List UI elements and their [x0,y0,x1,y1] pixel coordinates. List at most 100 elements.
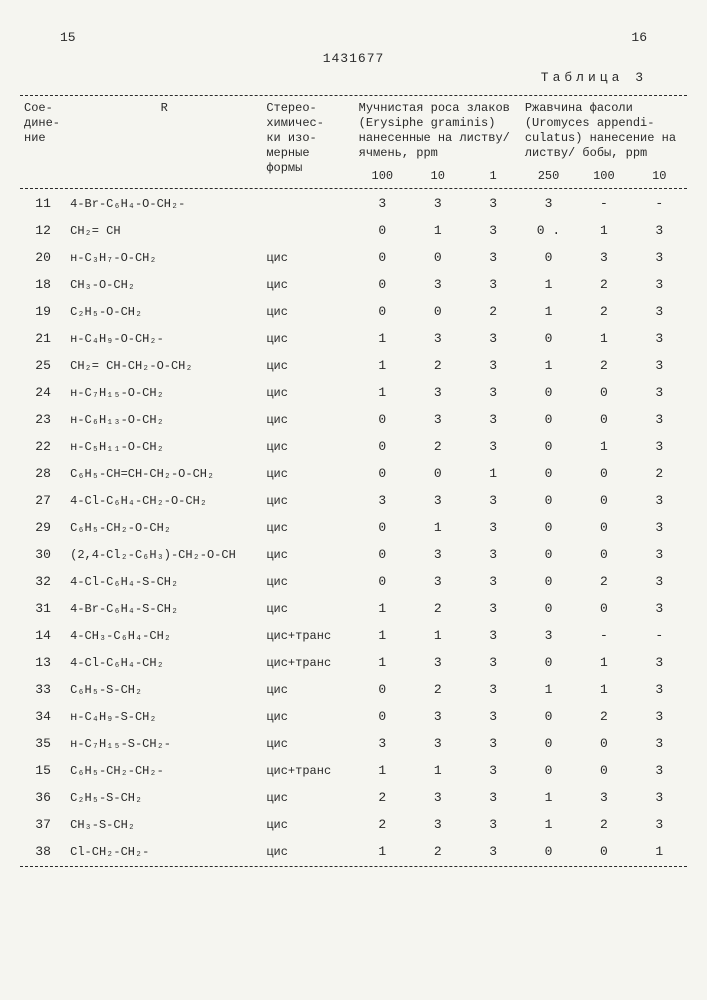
cell-form: цис [262,784,354,811]
cell-id: 19 [20,298,66,325]
data-table: Сое- дине- ние R Стерео- химичес- ки изо… [20,95,687,867]
cell-b2: 0 [576,514,631,541]
cell-r: C₆H₅-CH=CH-CH₂-O-CH₂ [66,460,262,487]
col-b3: 10 [632,165,687,188]
cell-b1: 0 [521,541,576,568]
table-row: 34н-C₄H₉-S-CH₂цис033023 [20,703,687,730]
cell-a3: 3 [465,622,520,649]
cell-a2: 3 [410,379,465,406]
col-b2: 100 [576,165,631,188]
table-row: 274-Cl-C₆H₄-CH₂-O-CH₂цис333003 [20,487,687,514]
cell-a2: 3 [410,271,465,298]
cell-a2: 0 [410,298,465,325]
table-row: 30(2,4-Cl₂-C₆H₃)-CH₂-O-CHцис033003 [20,541,687,568]
cell-r: 4-Br-C₆H₄-O-CH₂- [66,190,262,217]
col-a1: 100 [355,165,410,188]
cell-a3: 3 [465,379,520,406]
cell-b2: 2 [576,811,631,838]
table-row: 36C₂H₅-S-CH₂цис233133 [20,784,687,811]
cell-b1: 1 [521,676,576,703]
cell-b2: 2 [576,352,631,379]
cell-form: цис [262,352,354,379]
cell-a1: 0 [355,406,410,433]
cell-form: цис [262,433,354,460]
cell-b1: 0 [521,433,576,460]
cell-a3: 3 [465,487,520,514]
table-row: 144-CH₃-C₆H₄-CH₂цис+транс1133-- [20,622,687,649]
cell-id: 38 [20,838,66,865]
cell-form: цис [262,325,354,352]
cell-a1: 0 [355,568,410,595]
cell-r: н-C₄H₉-O-CH₂- [66,325,262,352]
cell-form: цис [262,514,354,541]
cell-a3: 3 [465,784,520,811]
col-form: Стерео- химичес- ки изо- мерные формы [262,97,354,188]
table-row: 29C₆H₅-CH₂-O-CH₂цис013003 [20,514,687,541]
table-row: 38Cl-CH₂-CH₂-цис123001 [20,838,687,865]
cell-a1: 0 [355,271,410,298]
table-row: 23н-C₆H₁₃-O-CH₂цис033003 [20,406,687,433]
cell-a3: 3 [465,811,520,838]
cell-a1: 2 [355,811,410,838]
cell-a3: 3 [465,433,520,460]
cell-b3: 2 [632,460,687,487]
cell-id: 35 [20,730,66,757]
cell-a2: 3 [410,541,465,568]
cell-id: 14 [20,622,66,649]
cell-a3: 3 [465,730,520,757]
cell-b3: 3 [632,271,687,298]
cell-r: 4-Cl-C₆H₄-S-CH₂ [66,568,262,595]
cell-a2: 0 [410,460,465,487]
col-group-b: Ржавчина фасоли (Uromyces appendi- culat… [521,97,687,165]
cell-a3: 3 [465,838,520,865]
cell-form: цис+транс [262,622,354,649]
cell-r: 4-Cl-C₆H₄-CH₂ [66,649,262,676]
cell-a3: 1 [465,460,520,487]
cell-r: C₆H₅-CH₂-CH₂- [66,757,262,784]
cell-form: цис [262,460,354,487]
cell-b1: 0 [521,703,576,730]
cell-a2: 1 [410,757,465,784]
cell-a2: 2 [410,595,465,622]
cell-id: 34 [20,703,66,730]
cell-a3: 3 [465,406,520,433]
cell-id: 31 [20,595,66,622]
cell-b1: 0 . [521,217,576,244]
table-row: 314-Br-C₆H₄-S-CH₂цис123003 [20,595,687,622]
cell-b2: 1 [576,433,631,460]
cell-r: C₂H₅-S-CH₂ [66,784,262,811]
cell-a3: 3 [465,217,520,244]
cell-a2: 0 [410,244,465,271]
cell-r: CH₂= CH [66,217,262,244]
cell-a1: 1 [355,757,410,784]
cell-b2: 2 [576,271,631,298]
cell-a1: 1 [355,595,410,622]
cell-a2: 2 [410,676,465,703]
cell-r: C₆H₅-CH₂-O-CH₂ [66,514,262,541]
cell-a1: 0 [355,433,410,460]
cell-r: н-C₅H₁₁-O-CH₂ [66,433,262,460]
cell-a1: 3 [355,487,410,514]
cell-a1: 3 [355,190,410,217]
cell-a3: 3 [465,595,520,622]
cell-a1: 0 [355,541,410,568]
cell-b1: 0 [521,460,576,487]
cell-b1: 0 [521,730,576,757]
cell-b2: 2 [576,298,631,325]
cell-a1: 3 [355,730,410,757]
cell-r: 4-Br-C₆H₄-S-CH₂ [66,595,262,622]
cell-form: цис [262,676,354,703]
cell-form [262,190,354,217]
cell-b3: - [632,190,687,217]
cell-b2: 0 [576,460,631,487]
cell-a1: 0 [355,298,410,325]
table-row: 324-Cl-C₆H₄-S-CH₂цис033023 [20,568,687,595]
cell-form [262,217,354,244]
cell-b2: 0 [576,838,631,865]
table-row: 18CH₃-O-CH₂цис033123 [20,271,687,298]
cell-b2: 2 [576,568,631,595]
cell-b3: 3 [632,244,687,271]
cell-b1: 0 [521,595,576,622]
cell-b3: 3 [632,217,687,244]
cell-b2: 1 [576,217,631,244]
